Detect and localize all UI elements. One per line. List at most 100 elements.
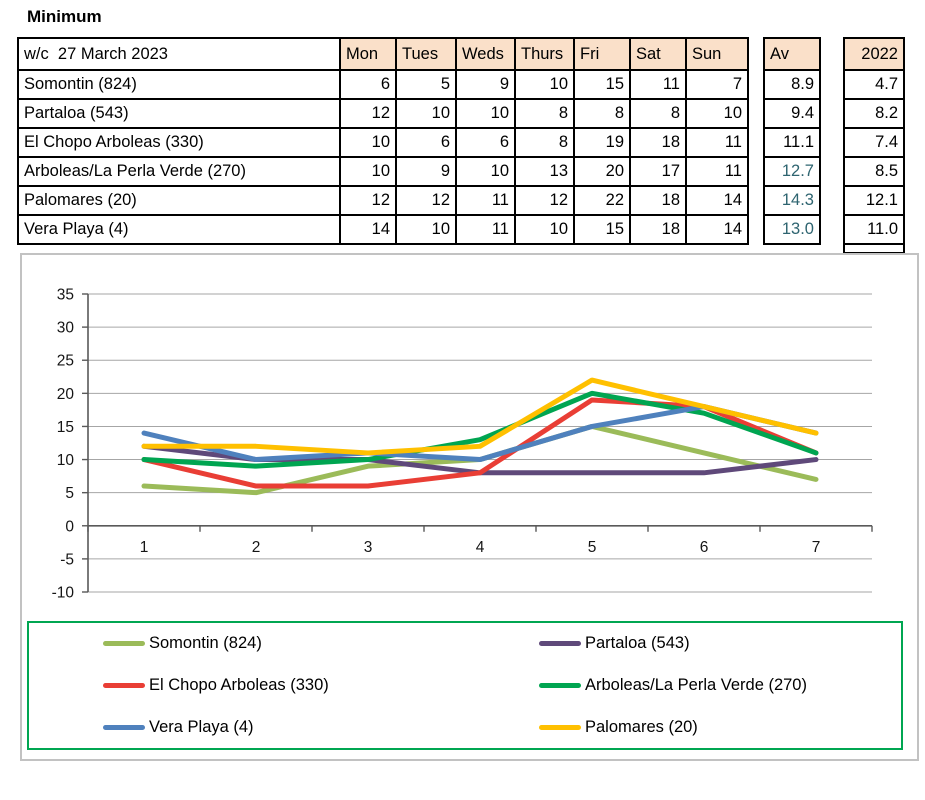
temp-value-cell[interactable]: 10 bbox=[341, 129, 395, 156]
location-name-cell[interactable]: El Chopo Arboleas (330) bbox=[19, 129, 339, 156]
average-value-cell[interactable]: 14.3 bbox=[765, 187, 819, 214]
temp-value-cell[interactable]: 13 bbox=[516, 158, 573, 185]
temp-value-cell[interactable]: 8 bbox=[516, 129, 573, 156]
average-header-cell[interactable]: Av bbox=[765, 39, 819, 69]
temp-value-cell[interactable]: 19 bbox=[575, 129, 629, 156]
legend-item-2[interactable]: El Chopo Arboleas (330) bbox=[29, 665, 465, 707]
day-header-weds[interactable]: Weds bbox=[457, 39, 514, 69]
legend-label: Vera Playa (4) bbox=[149, 717, 254, 736]
empty-stub-cell[interactable] bbox=[845, 245, 903, 252]
temp-value-cell[interactable]: 18 bbox=[631, 129, 685, 156]
temp-value-cell[interactable]: 17 bbox=[631, 158, 685, 185]
sheet-title: Minimum bbox=[27, 7, 102, 26]
temp-value-cell[interactable]: 12 bbox=[341, 187, 395, 214]
legend-item-5[interactable]: Palomares (20) bbox=[465, 706, 901, 748]
temp-value-cell[interactable]: 10 bbox=[397, 216, 455, 243]
temp-value-cell[interactable]: 12 bbox=[397, 187, 455, 214]
temp-value-cell[interactable]: 10 bbox=[457, 158, 514, 185]
temp-value-cell[interactable]: 10 bbox=[516, 71, 573, 98]
temp-value-cell[interactable]: 14 bbox=[341, 216, 395, 243]
prev-year-value-cell[interactable]: 7.4 bbox=[845, 129, 903, 156]
prev-year-header-cell[interactable]: 2022 bbox=[845, 39, 903, 69]
prev-year-value-cell[interactable]: 12.1 bbox=[845, 187, 903, 214]
y-axis-label-5: 5 bbox=[65, 485, 74, 502]
temp-value-cell[interactable]: 9 bbox=[457, 71, 514, 98]
temp-value-cell[interactable]: 14 bbox=[687, 216, 747, 243]
temp-value-cell[interactable]: 6 bbox=[397, 129, 455, 156]
chart-legend: Somontin (824) Partaloa (543) El Chopo Arb… bbox=[27, 621, 903, 750]
day-header-thurs[interactable]: Thurs bbox=[516, 39, 573, 69]
temp-value-cell[interactable]: 11 bbox=[687, 129, 747, 156]
temp-value-cell[interactable]: 6 bbox=[341, 71, 395, 98]
average-value-cell[interactable]: 13.0 bbox=[765, 216, 819, 243]
legend-swatch-icon bbox=[103, 641, 145, 647]
x-axis-label-3: 3 bbox=[364, 539, 373, 556]
weekly-min-table: w/c 27 March 2023 Mon Tues Weds Thurs Fri Sat S… bbox=[17, 37, 749, 245]
average-value-cell[interactable]: 12.7 bbox=[765, 158, 819, 185]
location-name-cell[interactable]: Vera Playa (4) bbox=[19, 216, 339, 243]
series-line-5[interactable] bbox=[141, 377, 819, 456]
temp-value-cell[interactable]: 14 bbox=[687, 187, 747, 214]
week-label-cell[interactable]: w/c 27 March 2023 bbox=[19, 39, 339, 69]
temp-value-cell[interactable]: 11 bbox=[457, 216, 514, 243]
temp-value-cell[interactable]: 7 bbox=[687, 71, 747, 98]
location-name-cell[interactable]: Palomares (20) bbox=[19, 187, 339, 214]
temp-value-cell[interactable]: 11 bbox=[457, 187, 514, 214]
legend-item-4[interactable]: Vera Playa (4) bbox=[29, 706, 465, 748]
temp-value-cell[interactable]: 22 bbox=[575, 187, 629, 214]
x-axis-label-5: 5 bbox=[588, 539, 597, 556]
legend-swatch-icon bbox=[539, 641, 581, 647]
temp-value-cell[interactable]: 10 bbox=[687, 100, 747, 127]
temp-value-cell[interactable]: 18 bbox=[631, 187, 685, 214]
prev-year-value-cell[interactable]: 8.5 bbox=[845, 158, 903, 185]
y-axis-label-35: 35 bbox=[57, 287, 74, 304]
legend-label: Arboleas/La Perla Verde (270) bbox=[585, 675, 807, 694]
series-line-3[interactable] bbox=[141, 390, 819, 469]
average-value-cell[interactable]: 11.1 bbox=[765, 129, 819, 156]
temp-value-cell[interactable]: 8 bbox=[575, 100, 629, 127]
x-axis-label-7: 7 bbox=[812, 539, 821, 556]
legend-item-3[interactable]: Arboleas/La Perla Verde (270) bbox=[465, 665, 901, 707]
temp-value-cell[interactable]: 15 bbox=[575, 71, 629, 98]
location-name-cell[interactable]: Partaloa (543) bbox=[19, 100, 339, 127]
prev-year-value-cell[interactable]: 11.0 bbox=[845, 216, 903, 243]
day-header-sat[interactable]: Sat bbox=[631, 39, 685, 69]
day-header-fri[interactable]: Fri bbox=[575, 39, 629, 69]
legend-item-0[interactable]: Somontin (824) bbox=[29, 623, 465, 665]
day-header-mon[interactable]: Mon bbox=[341, 39, 395, 69]
legend-swatch-icon bbox=[539, 682, 581, 688]
y-axis-label-15: 15 bbox=[57, 419, 74, 436]
prev-year-column-table: 2022 4.7 8.2 7.4 8.5 12.1 11.0 bbox=[843, 37, 905, 254]
location-name-cell[interactable]: Somontin (824) bbox=[19, 71, 339, 98]
temp-value-cell[interactable]: 8 bbox=[516, 100, 573, 127]
prev-year-value-cell[interactable]: 4.7 bbox=[845, 71, 903, 98]
temp-value-cell[interactable]: 20 bbox=[575, 158, 629, 185]
temp-value-cell[interactable]: 15 bbox=[575, 216, 629, 243]
average-value-cell[interactable]: 8.9 bbox=[765, 71, 819, 98]
location-name-cell[interactable]: Arboleas/La Perla Verde (270) bbox=[19, 158, 339, 185]
day-header-tues[interactable]: Tues bbox=[397, 39, 455, 69]
temp-value-cell[interactable]: 6 bbox=[457, 129, 514, 156]
line-chart[interactable]: 35 30 25 20 15 10 5 0 -5 -10 1 2 3 4 5 6 7 Somontin (824… bbox=[20, 253, 919, 761]
temp-value-cell[interactable]: 18 bbox=[631, 216, 685, 243]
day-header-sun[interactable]: Sun bbox=[687, 39, 747, 69]
temp-value-cell[interactable]: 5 bbox=[397, 71, 455, 98]
temp-value-cell[interactable]: 12 bbox=[516, 187, 573, 214]
x-axis-label-1: 1 bbox=[140, 539, 149, 556]
temp-value-cell[interactable]: 8 bbox=[631, 100, 685, 127]
temp-value-cell[interactable]: 10 bbox=[397, 100, 455, 127]
x-axis-label-2: 2 bbox=[252, 539, 261, 556]
legend-item-1[interactable]: Partaloa (543) bbox=[465, 623, 901, 665]
temp-value-cell[interactable]: 10 bbox=[457, 100, 514, 127]
temp-value-cell[interactable]: 10 bbox=[516, 216, 573, 243]
y-axis-label--10: -10 bbox=[52, 585, 75, 602]
temp-value-cell[interactable]: 9 bbox=[397, 158, 455, 185]
temp-value-cell[interactable]: 10 bbox=[341, 158, 395, 185]
chart-plot-area: 35 30 25 20 15 10 5 0 -5 -10 1 2 3 4 5 6 7 bbox=[52, 287, 873, 602]
temp-value-cell[interactable]: 11 bbox=[687, 158, 747, 185]
average-value-cell[interactable]: 9.4 bbox=[765, 100, 819, 127]
temp-value-cell[interactable]: 11 bbox=[631, 71, 685, 98]
prev-year-value-cell[interactable]: 8.2 bbox=[845, 100, 903, 127]
temp-value-cell[interactable]: 12 bbox=[341, 100, 395, 127]
